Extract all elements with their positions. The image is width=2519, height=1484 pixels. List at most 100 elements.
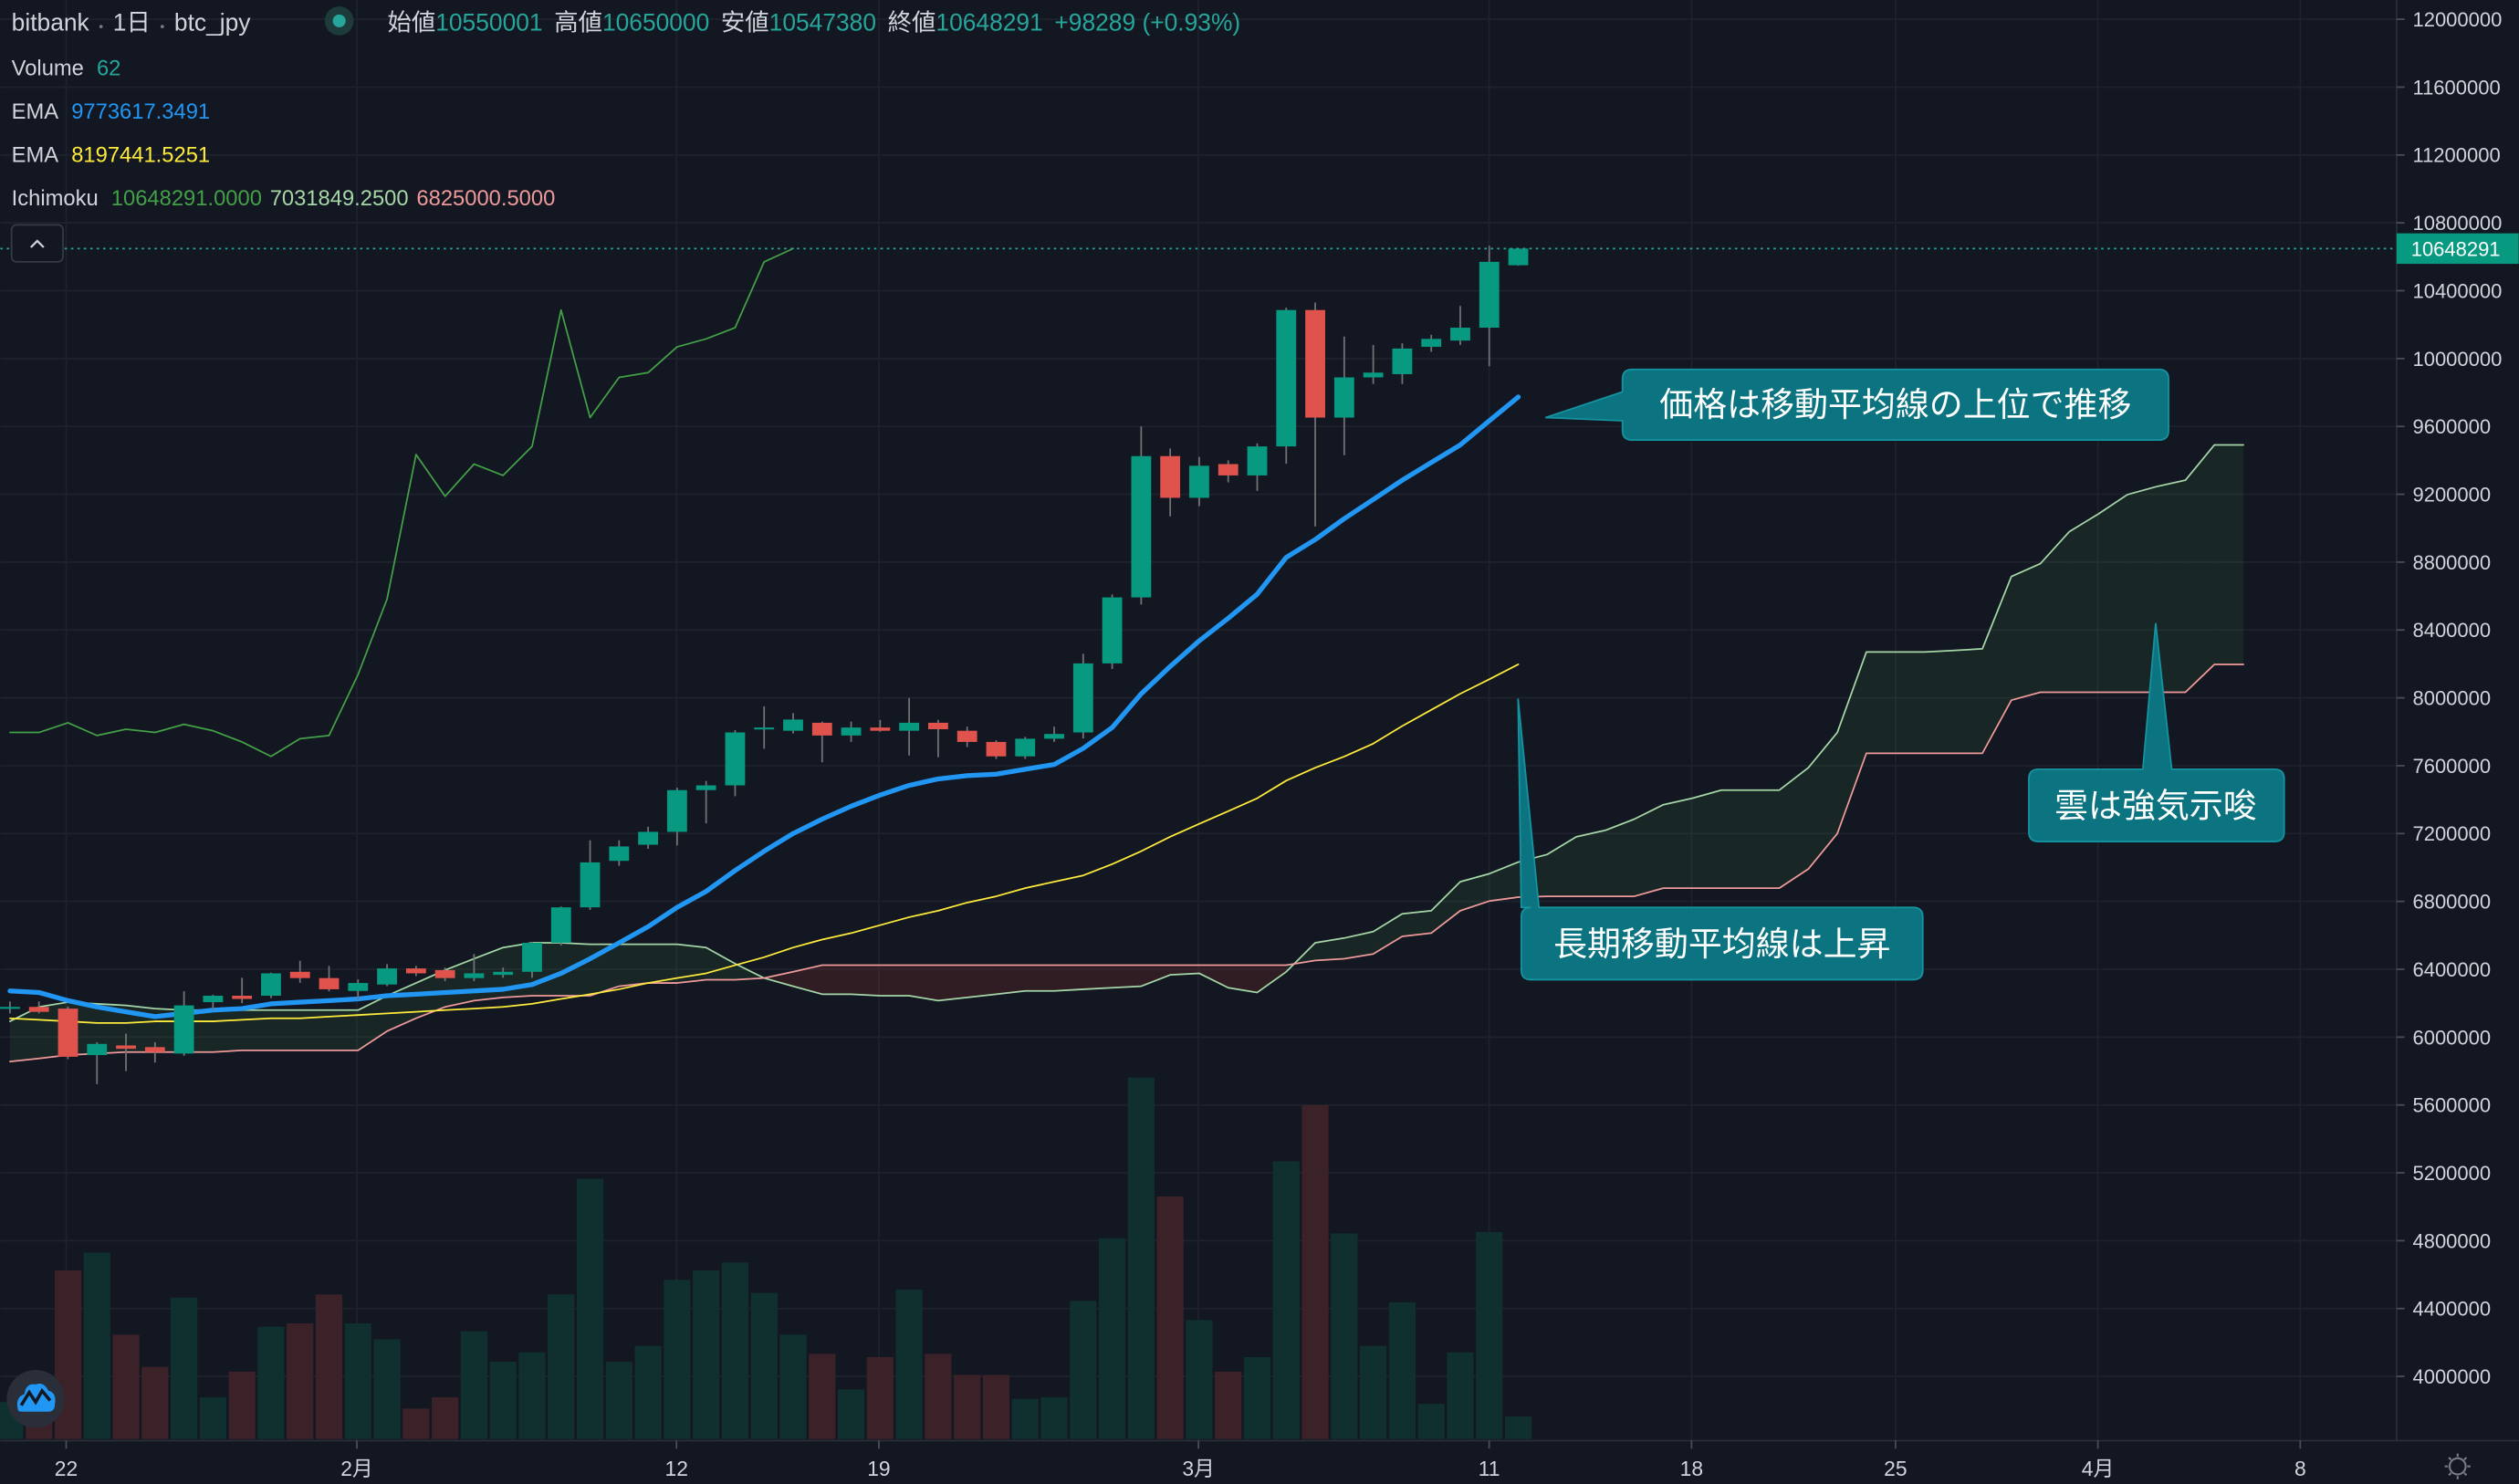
- legend-value: 62: [97, 57, 120, 81]
- callout-long-ma-rising[interactable]: 長期移動平均線は上昇: [1517, 698, 1924, 981]
- cloud-segment: [1895, 652, 1925, 754]
- callout-text: 雲は強気示唆: [2054, 788, 2257, 825]
- cloud-segment: [242, 1009, 271, 1050]
- candle: [725, 729, 746, 797]
- candle: [754, 705, 775, 749]
- cloud-segment: [329, 1009, 359, 1050]
- chevron-up-icon: [29, 239, 45, 248]
- legend-ema-fast[interactable]: EMA 9773617.3491: [12, 99, 210, 124]
- high-value: 10650000: [602, 8, 709, 36]
- cloud-segment: [1228, 965, 1258, 993]
- cloud-segment: [1604, 819, 1635, 897]
- price-axis-ticks: 12000000 11600000 11200000 10800000 10400000…: [2396, 8, 2502, 1388]
- candle: [1392, 343, 1413, 384]
- callout-price-above-ma[interactable]: 価格は移動平均線の上位で推移: [1544, 368, 2169, 442]
- candle: [1102, 594, 1123, 670]
- cloud-segment: [1953, 648, 1983, 754]
- volume-bar: [1417, 1404, 1445, 1439]
- candle-body: [405, 968, 426, 974]
- price-tick-label: 9200000: [2412, 483, 2491, 506]
- cloud-segment: [1198, 965, 1228, 988]
- volume-bars: [0, 1077, 1532, 1439]
- time-tick-label: 3月: [1182, 1457, 1215, 1480]
- candle: [1479, 246, 1500, 367]
- volume-bar: [1331, 1233, 1358, 1439]
- candle: [695, 780, 716, 824]
- legend-volume[interactable]: Volume 62: [12, 57, 121, 81]
- price-tick-label: 7600000: [2412, 755, 2491, 778]
- cloud-segment: [1750, 789, 1780, 889]
- low-label: 安値: [721, 8, 769, 36]
- cloud-segment: [1082, 965, 1113, 989]
- candle: [1015, 737, 1036, 759]
- candle-body: [232, 995, 253, 999]
- candle-body: [1102, 597, 1123, 664]
- candle-body: [261, 973, 281, 996]
- open-label: 始値: [387, 8, 435, 36]
- cloud-segment: [648, 944, 677, 984]
- candle: [28, 1001, 49, 1014]
- cloud-segment: [270, 1009, 300, 1050]
- ohlc-values: 始値10550001 高値10650000 安値10547380 終値10648…: [387, 8, 1240, 36]
- chart-settings-button[interactable]: [2444, 1453, 2471, 1479]
- callout-cloud-bullish[interactable]: 雲は強気示唆: [2028, 622, 2285, 842]
- volume-bar: [489, 1362, 517, 1439]
- candle-body: [580, 862, 601, 908]
- volume-bar: [1272, 1161, 1300, 1439]
- legend-ichimoku[interactable]: Ichimoku 10648291.0000 7031849.2500 6825000…: [12, 186, 556, 211]
- candle: [609, 840, 630, 866]
- candle: [116, 1033, 136, 1071]
- price-tick-label: 7200000: [2412, 822, 2491, 845]
- last-price-value: 10648291: [2411, 237, 2501, 260]
- symbol-title[interactable]: bitbank • 1日 • btc_jpy: [12, 8, 252, 36]
- cloud-segment: [97, 1003, 127, 1054]
- tradingview-logo[interactable]: [6, 1370, 65, 1428]
- candle-body: [870, 727, 891, 731]
- price-tick-label: 6800000: [2412, 891, 2491, 914]
- candle: [522, 942, 542, 978]
- price-tick-label: 10800000: [2412, 212, 2502, 235]
- volume-bar: [1098, 1238, 1126, 1439]
- volume-bar: [1127, 1077, 1155, 1439]
- cloud-segment: [2040, 531, 2070, 693]
- candle: [783, 713, 803, 734]
- time-axis[interactable]: 22 2月 12 19 3月 11 18 25 4月 8: [55, 1440, 2306, 1480]
- candlesticks: [0, 246, 1529, 1084]
- candle: [1189, 456, 1209, 507]
- volume-bar: [1215, 1371, 1242, 1439]
- candle: [666, 788, 687, 846]
- cloud-segment: [2069, 514, 2099, 693]
- cloud-segment: [1924, 650, 1954, 754]
- cloud-segment: [1808, 732, 1838, 870]
- callout-bubble: [1544, 368, 2169, 442]
- senkou-span-b-line: [9, 664, 2244, 1062]
- grid-lines: [0, 0, 2397, 1441]
- price-tick-label: 6400000: [2412, 958, 2491, 981]
- cloud-segment: [9, 1007, 39, 1062]
- collapse-legend-button[interactable]: [10, 224, 64, 263]
- candle: [1247, 443, 1268, 491]
- candle: [348, 979, 369, 1000]
- candle: [928, 719, 948, 758]
- candle: [434, 967, 455, 982]
- candle: [841, 721, 862, 742]
- candle: [0, 1001, 20, 1014]
- volume-bar: [750, 1292, 778, 1439]
- volume-bar: [693, 1270, 720, 1439]
- candle: [232, 977, 253, 1004]
- cloud-segment: [937, 965, 967, 1001]
- volume-bar: [1040, 1397, 1068, 1439]
- volume-bar: [1388, 1301, 1416, 1439]
- legend-value: 8197441.5251: [71, 143, 210, 168]
- legend-ema-slow[interactable]: EMA 8197441.5251: [12, 143, 210, 168]
- candle: [986, 740, 1007, 759]
- candle: [87, 1041, 108, 1084]
- cloud-segment: [1720, 789, 1751, 889]
- cloud-segment: [213, 1009, 243, 1052]
- cloud-segment: [967, 965, 997, 998]
- ema-slow-line: [9, 664, 1520, 1024]
- candle-body: [289, 971, 310, 978]
- cloud-segment: [299, 1009, 329, 1050]
- volume-bar: [634, 1345, 662, 1439]
